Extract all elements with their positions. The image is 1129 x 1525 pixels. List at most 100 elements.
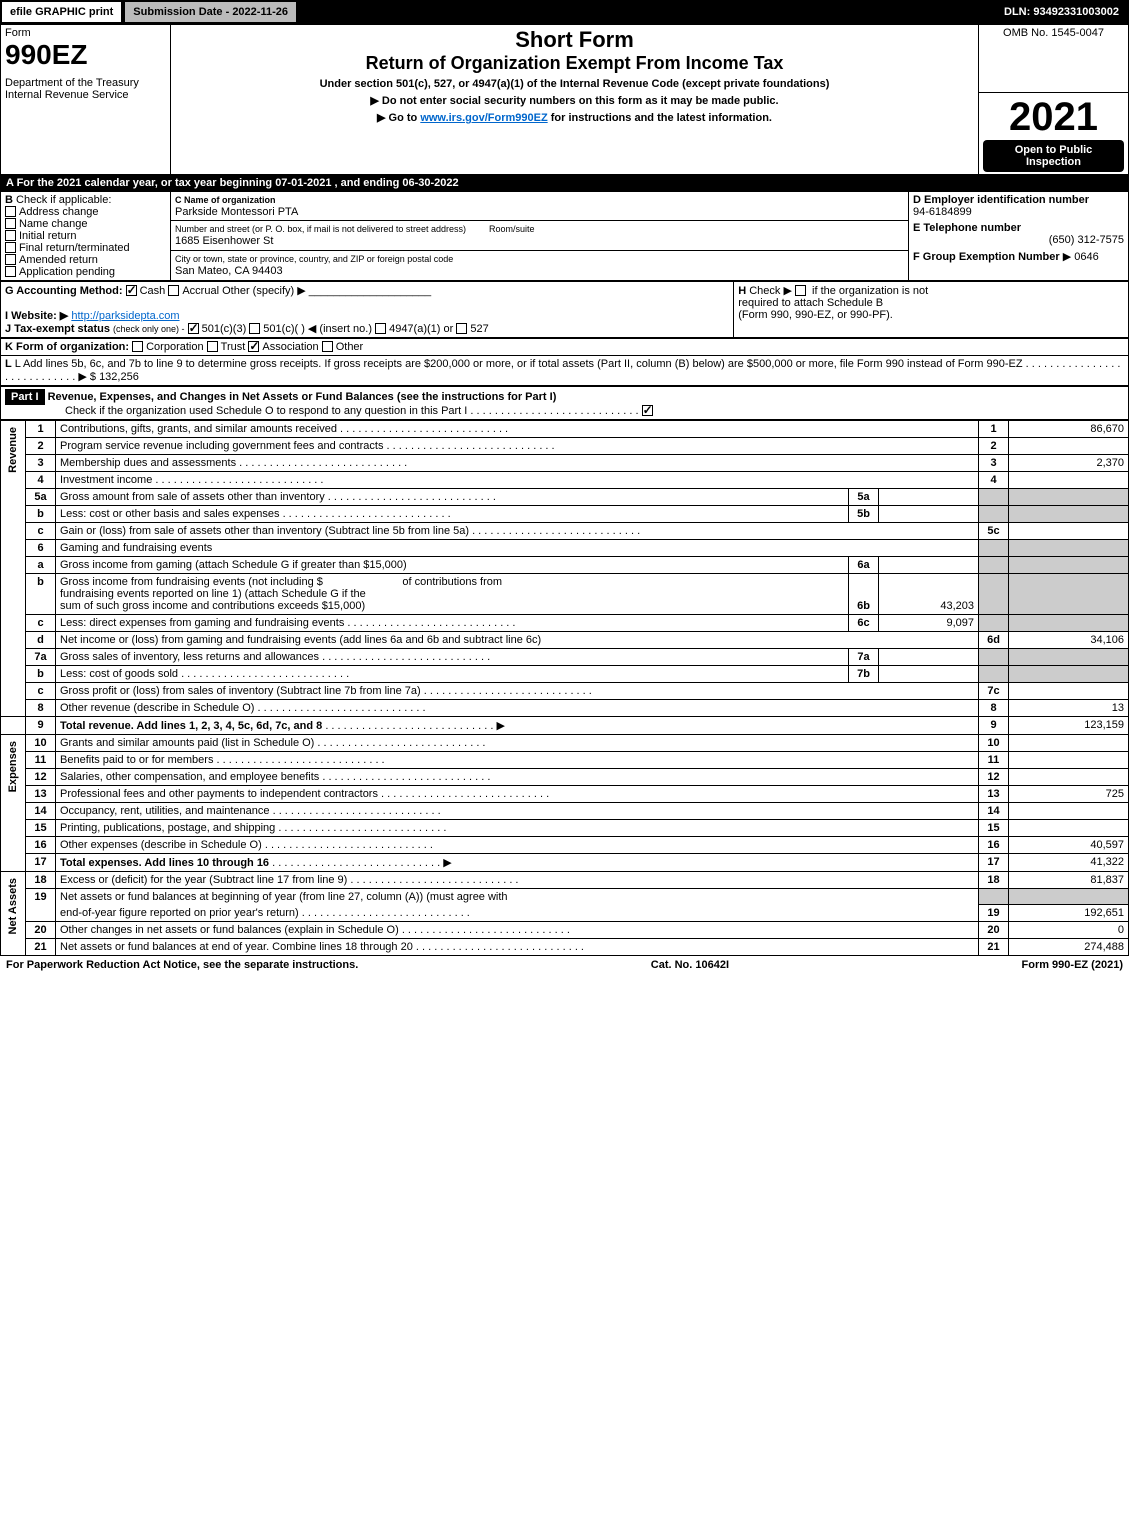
section-a: A For the 2021 calendar year, or tax yea…: [0, 175, 1129, 191]
line-num: 8: [26, 699, 56, 716]
org-name: Parkside Montessori PTA: [175, 206, 298, 218]
sub-box: 5a: [849, 488, 879, 505]
b-label: B: [5, 194, 13, 206]
amended-return-label: Amended return: [19, 254, 98, 266]
g-label: G Accounting Method:: [5, 285, 123, 297]
line-num: b: [26, 505, 56, 522]
inspection-notice: Open to Public Inspection: [983, 140, 1124, 172]
line-box: 4: [979, 471, 1009, 488]
line-val: 274,488: [1009, 939, 1129, 956]
line-num: 3: [26, 454, 56, 471]
goto-link[interactable]: ▶ Go to www.irs.gov/Form990EZ for instru…: [175, 111, 974, 124]
corp-checkbox[interactable]: [132, 341, 143, 352]
sub-val: [879, 556, 979, 573]
501c-checkbox[interactable]: [249, 323, 260, 334]
accrual-checkbox[interactable]: [168, 285, 179, 296]
group-exemption-value: 0646: [1074, 251, 1098, 263]
efile-print[interactable]: efile GRAPHIC print: [0, 0, 123, 24]
line-desc: Benefits paid to or for members: [60, 754, 213, 766]
short-form-title: Short Form: [175, 27, 974, 53]
line-box: 2: [979, 437, 1009, 454]
line-desc: Less: direct expenses from gaming and fu…: [60, 617, 344, 629]
part1-tab: Part I: [5, 389, 45, 405]
main-title: Return of Organization Exempt From Incom…: [175, 53, 974, 74]
line-desc: Total expenses. Add lines 10 through 16: [60, 857, 269, 869]
other-org-checkbox[interactable]: [322, 341, 333, 352]
assoc-checkbox[interactable]: [248, 341, 259, 352]
corp-label: Corporation: [146, 341, 203, 353]
line-num: 1: [26, 420, 56, 437]
line-num: 2: [26, 437, 56, 454]
line-num: 12: [26, 768, 56, 785]
c-label: C Name of organization: [175, 195, 276, 205]
arrow-icon: ▶: [443, 857, 451, 869]
line-desc: Contributions, gifts, grants, and simila…: [60, 423, 337, 435]
address-change-checkbox[interactable]: [5, 206, 16, 217]
cash-checkbox[interactable]: [126, 285, 137, 296]
f-label: F Group Exemption Number: [913, 251, 1060, 263]
line-box: 12: [979, 768, 1009, 785]
paperwork-notice: For Paperwork Reduction Act Notice, see …: [6, 959, 358, 971]
dln-label: DLN: 93492331003002: [994, 0, 1129, 24]
line-val: [1009, 768, 1129, 785]
schedule-b-checkbox[interactable]: [795, 285, 806, 296]
name-change-checkbox[interactable]: [5, 218, 16, 229]
line-val: 123,159: [1009, 716, 1129, 734]
revenue-expenses-table: Revenue 1 Contributions, gifts, grants, …: [0, 420, 1129, 957]
assoc-label: Association: [262, 341, 318, 353]
line-desc-3: fundraising events reported on line 1) (…: [60, 588, 366, 600]
k-section: K Form of organization: Corporation Trus…: [0, 338, 1129, 386]
g-h-section: G Accounting Method: Cash Accrual Other …: [0, 281, 1129, 338]
cash-label: Cash: [140, 285, 166, 297]
line-val: 192,651: [1009, 905, 1129, 922]
line-num: 5a: [26, 488, 56, 505]
line-val: [1009, 819, 1129, 836]
line-val: [1009, 734, 1129, 751]
final-return-checkbox[interactable]: [5, 242, 16, 253]
city-value: San Mateo, CA 94403: [175, 265, 283, 277]
app-pending-checkbox[interactable]: [5, 266, 16, 277]
schedule-o-checkbox[interactable]: [642, 405, 653, 416]
line-num: b: [26, 665, 56, 682]
trust-checkbox[interactable]: [207, 341, 218, 352]
line-desc: Grants and similar amounts paid (list in…: [60, 737, 314, 749]
sub-val: [879, 505, 979, 522]
4947-label: 4947(a)(1) or: [389, 323, 453, 335]
h-text3: required to attach Schedule B: [738, 297, 883, 309]
addr-label: Number and street (or P. O. box, if mail…: [175, 224, 466, 234]
city-label: City or town, state or province, country…: [175, 254, 453, 264]
room-label: Room/suite: [489, 224, 535, 234]
line-box: 18: [979, 871, 1009, 888]
line-val: [1009, 437, 1129, 454]
f-arrow: ▶: [1063, 251, 1071, 263]
website-url[interactable]: http://parksidepta.com: [71, 310, 179, 322]
line-val: 2,370: [1009, 454, 1129, 471]
line-box: 19: [979, 905, 1009, 922]
line-desc: Professional fees and other payments to …: [60, 788, 378, 800]
amended-return-checkbox[interactable]: [5, 254, 16, 265]
l-arrow: ▶ $: [78, 371, 96, 383]
line-box: 20: [979, 922, 1009, 939]
line-desc-1: Gross income from fundraising events (no…: [60, 576, 323, 588]
line-val: [1009, 522, 1129, 539]
501c3-checkbox[interactable]: [188, 323, 199, 334]
sub-val: [879, 488, 979, 505]
h-text4: (Form 990, 990-EZ, or 990-PF).: [738, 309, 893, 321]
line-desc: Excess or (deficit) for the year (Subtra…: [60, 874, 347, 886]
line-box: 14: [979, 802, 1009, 819]
sub-box: 5b: [849, 505, 879, 522]
b-check-applicable: Check if applicable:: [16, 194, 111, 206]
sub-val: 43,203: [879, 573, 979, 614]
line-desc-1: Net assets or fund balances at beginning…: [56, 888, 979, 905]
top-bar: efile GRAPHIC print Submission Date - 20…: [0, 0, 1129, 24]
part1-title: Revenue, Expenses, and Changes in Net As…: [48, 391, 557, 403]
527-label: 527: [470, 323, 488, 335]
dept-label: Department of the Treasury: [5, 77, 166, 89]
527-checkbox[interactable]: [456, 323, 467, 334]
4947-checkbox[interactable]: [375, 323, 386, 334]
line-num: 9: [26, 716, 56, 734]
line-desc: Gross amount from sale of assets other t…: [60, 491, 325, 503]
initial-return-checkbox[interactable]: [5, 230, 16, 241]
sub-val: [879, 648, 979, 665]
line-desc: Gaming and fundraising events: [56, 539, 979, 556]
